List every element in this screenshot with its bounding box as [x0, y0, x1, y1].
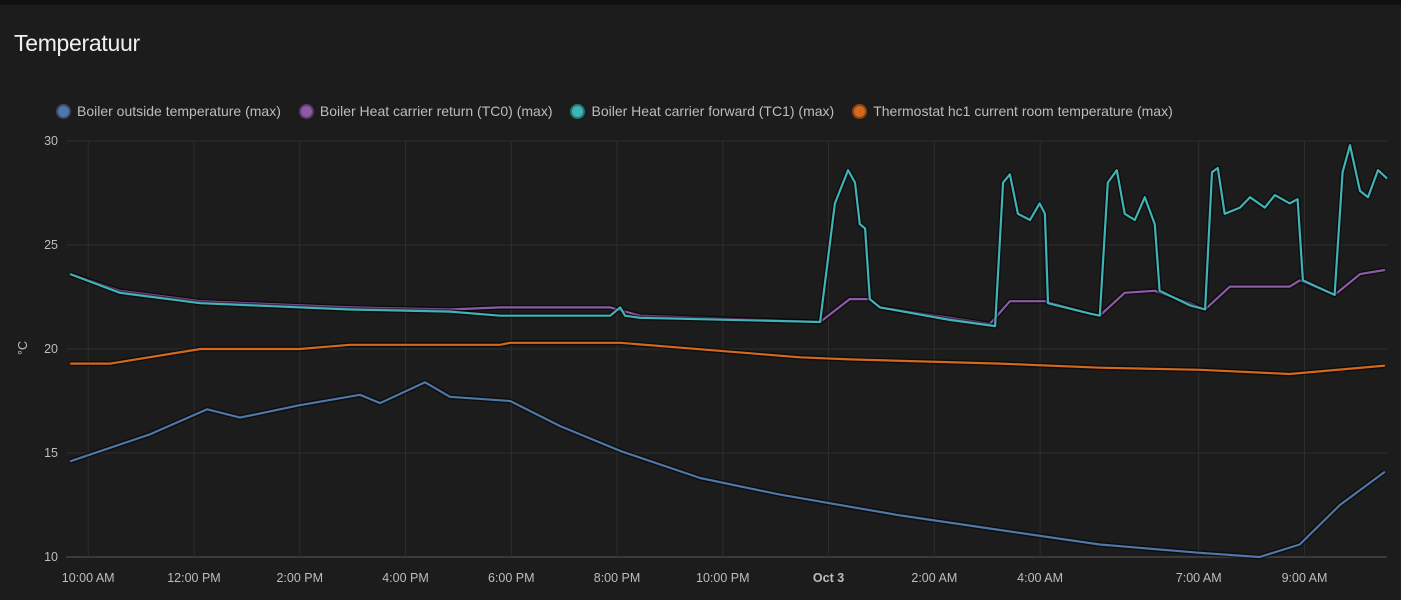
x-tick-label: 12:00 PM	[167, 571, 221, 585]
x-tick-label: 6:00 PM	[488, 571, 535, 585]
legend-item[interactable]: Thermostat hc1 current room temperature …	[852, 103, 1173, 119]
legend-label: Boiler outside temperature (max)	[77, 103, 281, 119]
y-tick-label: 20	[44, 342, 58, 356]
legend-item[interactable]: Boiler Heat carrier forward (TC1) (max)	[570, 103, 834, 119]
x-tick-label: 7:00 AM	[1176, 571, 1222, 585]
legend-label: Boiler Heat carrier return (TC0) (max)	[319, 103, 553, 119]
x-tick-label: 4:00 PM	[382, 571, 429, 585]
legend-label: Thermostat hc1 current room temperature …	[873, 103, 1173, 119]
x-tick-label: 8:00 PM	[594, 571, 641, 585]
legend-dot-icon	[852, 103, 868, 119]
y-tick-label: 10	[44, 550, 58, 564]
x-tick-label: 10:00 AM	[62, 571, 115, 585]
legend-dot-icon	[56, 103, 71, 119]
series-line-shadow	[69, 267, 1386, 327]
top-bar	[0, 0, 1401, 5]
legend-item[interactable]: Boiler outside temperature (max)	[56, 103, 281, 119]
x-tick-label: 2:00 AM	[911, 571, 957, 585]
chart-legend: Boiler outside temperature (max) Boiler H…	[56, 103, 1173, 119]
legend-item[interactable]: Boiler Heat carrier return (TC0) (max)	[298, 103, 553, 119]
y-tick-label: 25	[44, 238, 58, 252]
series-line-3	[69, 144, 1388, 328]
card-title: Temperatuur	[14, 30, 140, 56]
x-tick-label: 9:00 AM	[1282, 571, 1328, 585]
x-tick-label: 10:00 PM	[696, 571, 750, 585]
y-axis-label: °C	[16, 341, 30, 355]
x-tick-label: 2:00 PM	[276, 571, 323, 585]
legend-dot-icon	[570, 103, 586, 119]
series-line-2	[69, 268, 1386, 326]
series-line-4	[70, 341, 1385, 376]
legend-dot-icon	[298, 103, 314, 119]
legend-label: Boiler Heat carrier forward (TC1) (max)	[591, 103, 835, 119]
series-line-shadow	[69, 142, 1389, 329]
series-line-shadow	[69, 379, 1387, 560]
x-tick-label: 4:00 AM	[1017, 571, 1063, 585]
y-tick-label: 30	[44, 134, 58, 148]
x-tick-label: Oct 3	[813, 571, 844, 585]
y-tick-label: 15	[44, 446, 58, 460]
series-line-1	[69, 381, 1386, 559]
